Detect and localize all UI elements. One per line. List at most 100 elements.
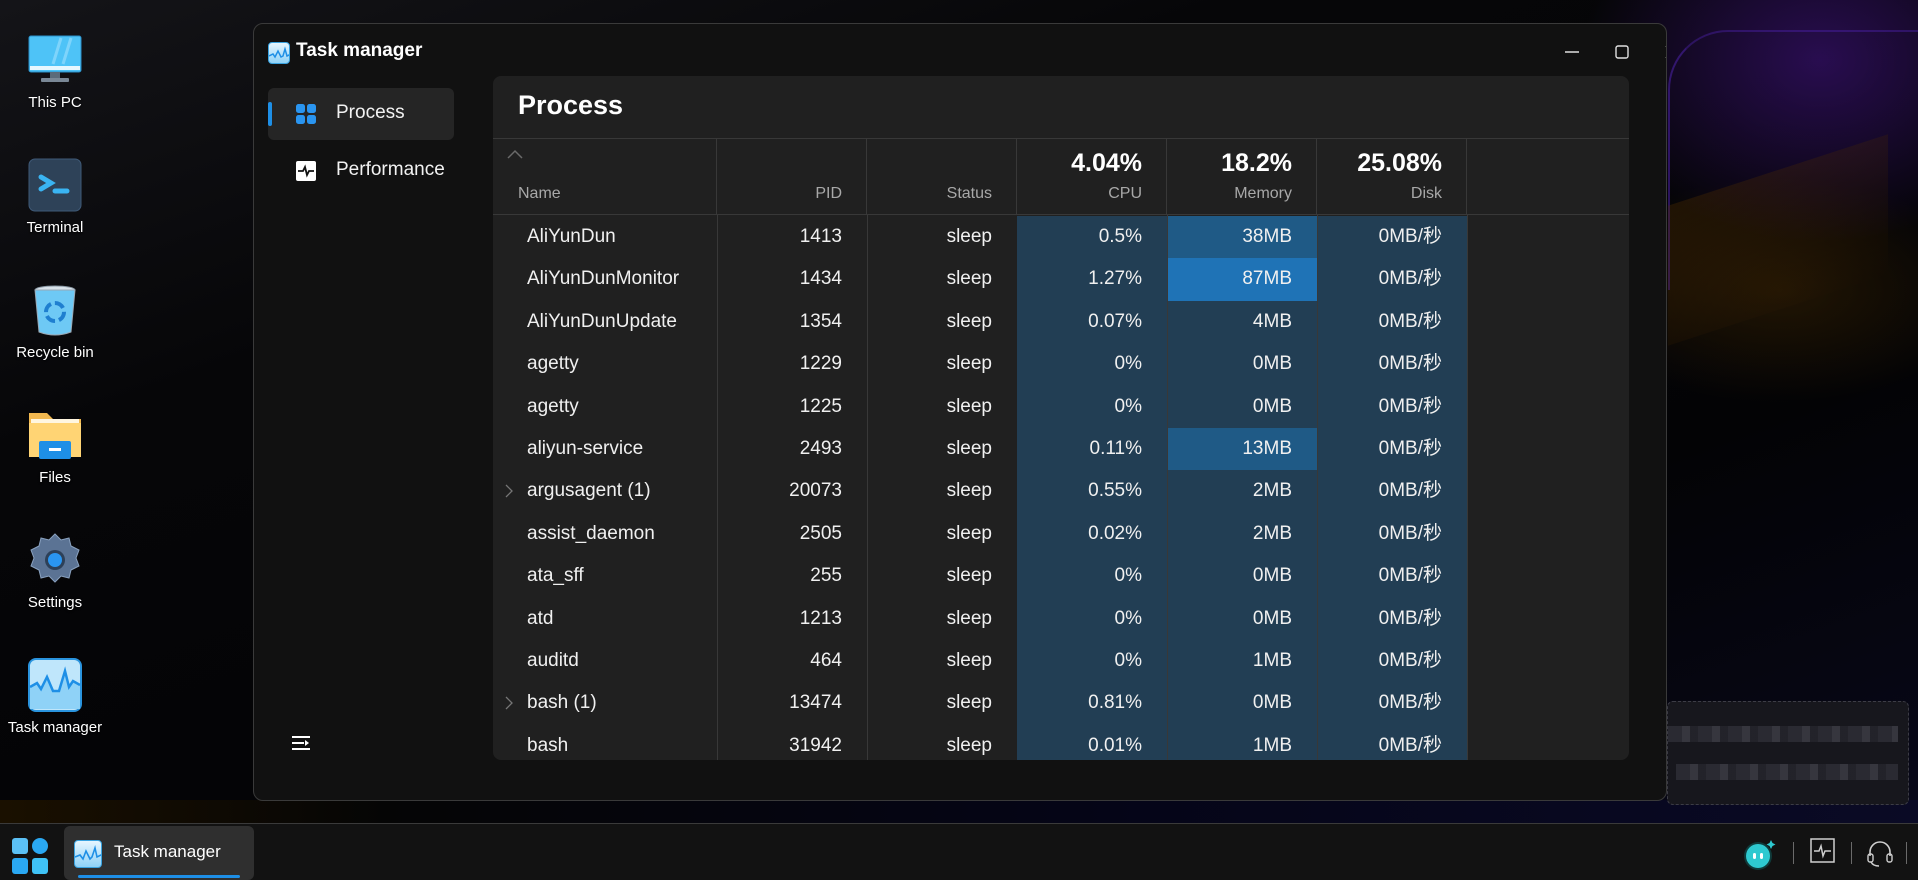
process-name: atd xyxy=(493,598,717,640)
process-pid-text: 2493 xyxy=(799,437,842,459)
taskbar-app-task-manager[interactable]: Task manager xyxy=(64,826,254,880)
table-row[interactable]: assist_daemon 2505 sleep 0.02% 2MB 0MB/秒 xyxy=(493,512,1629,556)
sidebar-toggle-button[interactable] xyxy=(290,734,312,752)
column-divider xyxy=(1317,215,1318,760)
process-memory: 13MB xyxy=(1167,427,1317,471)
process-status-text: sleep xyxy=(946,437,992,459)
process-cpu-text: 0.55% xyxy=(1088,480,1142,502)
column-label: Name xyxy=(518,185,561,202)
process-disk: 0MB/秒 xyxy=(1317,300,1467,344)
process-pid-text: 20073 xyxy=(789,480,842,502)
process-name: argusagent (1) xyxy=(493,470,717,512)
table-row[interactable]: auditd 464 sleep 0% 1MB 0MB/秒 xyxy=(493,639,1629,683)
table-row[interactable]: bash 31942 sleep 0.01% 1MB 0MB/秒 xyxy=(493,724,1629,760)
column-header-cpu[interactable]: 4.04% CPU xyxy=(1017,139,1167,215)
title-bar[interactable]: Task manager xyxy=(254,24,1666,76)
process-memory: 87MB xyxy=(1167,258,1317,301)
process-memory-text: 0MB xyxy=(1252,692,1292,714)
process-pid-text: 1354 xyxy=(799,310,842,332)
process-memory-text: 13MB xyxy=(1242,437,1292,459)
table-row[interactable]: AliYunDunMonitor 1434 sleep 1.27% 87MB 0MB/秒 xyxy=(493,258,1629,301)
chevron-right-icon[interactable] xyxy=(505,696,513,710)
table-row[interactable]: atd 1213 sleep 0% 0MB 0MB/秒 xyxy=(493,597,1629,640)
process-memory: 2MB xyxy=(1167,470,1317,513)
table-row[interactable]: AliYunDun 1413 sleep 0.5% 38MB 0MB/秒 xyxy=(493,216,1629,259)
activity-monitor-button[interactable] xyxy=(1810,838,1840,868)
table-row[interactable]: ata_sff 255 sleep 0% 0MB 0MB/秒 xyxy=(493,555,1629,598)
desktop-icon-label: Recycle bin xyxy=(16,344,94,361)
process-disk: 0MB/秒 xyxy=(1317,555,1467,598)
terminal-icon xyxy=(27,157,83,213)
table-row[interactable]: aliyun-service 2493 sleep 0.11% 13MB 0MB/秒 xyxy=(493,427,1629,471)
process-pid: 1213 xyxy=(717,598,867,640)
process-panel: Process Name PID Status 4.04% CPU xyxy=(493,76,1629,760)
process-pid: 20073 xyxy=(717,470,867,512)
process-pid: 2505 xyxy=(717,513,867,555)
process-memory: 1MB xyxy=(1167,639,1317,683)
column-header-memory[interactable]: 18.2% Memory xyxy=(1167,139,1317,215)
process-cpu: 0% xyxy=(1017,385,1167,428)
table-row[interactable]: agetty 1225 sleep 0% 0MB 0MB/秒 xyxy=(493,385,1629,428)
process-cpu: 0.07% xyxy=(1017,300,1167,344)
minimize-icon xyxy=(1565,51,1579,53)
process-name-text: ata_sff xyxy=(527,565,584,587)
column-header-name[interactable]: Name xyxy=(493,139,717,215)
desktop-icon-label: This PC xyxy=(28,94,82,111)
wallpaper-swoosh xyxy=(1668,30,1918,290)
desktop-icon-settings[interactable]: Settings xyxy=(0,532,110,611)
process-pid-text: 1434 xyxy=(799,268,842,290)
sidebar-item-performance[interactable]: Performance xyxy=(268,145,454,197)
process-disk: 0MB/秒 xyxy=(1317,597,1467,640)
process-disk: 0MB/秒 xyxy=(1317,724,1467,760)
process-disk: 0MB/秒 xyxy=(1317,682,1467,725)
support-button[interactable] xyxy=(1866,838,1896,868)
process-name-text: bash (1) xyxy=(527,692,597,714)
process-memory: 4MB xyxy=(1167,300,1317,344)
process-cpu: 0% xyxy=(1017,639,1167,683)
column-header-disk[interactable]: 25.08% Disk xyxy=(1317,139,1467,215)
process-pid: 1354 xyxy=(717,301,867,343)
process-name-text: bash xyxy=(527,734,569,756)
process-memory-text: 38MB xyxy=(1242,226,1292,247)
column-label: PID xyxy=(815,185,842,202)
process-pid-text: 1225 xyxy=(799,395,842,417)
sort-ascending-icon[interactable] xyxy=(507,149,523,159)
maximize-button[interactable] xyxy=(1600,36,1644,68)
process-status: sleep xyxy=(867,640,1017,682)
table-row[interactable]: agetty 1229 sleep 0% 0MB 0MB/秒 xyxy=(493,343,1629,386)
process-cpu: 0.81% xyxy=(1017,682,1167,725)
sidebar-item-process[interactable]: Process xyxy=(268,88,454,140)
desktop-icon-this-pc[interactable]: This PC xyxy=(0,32,110,111)
process-pid-text: 2505 xyxy=(799,522,842,544)
process-status-text: sleep xyxy=(946,692,992,714)
assistant-bot-button[interactable] xyxy=(1743,838,1776,870)
minimize-button[interactable] xyxy=(1550,36,1594,68)
process-disk: 0MB/秒 xyxy=(1317,639,1467,683)
process-name-text: AliYunDunMonitor xyxy=(527,268,680,290)
process-pid: 13474 xyxy=(717,682,867,724)
menu-collapse-icon xyxy=(292,736,310,750)
desktop-icon-files[interactable]: Files xyxy=(0,407,110,486)
process-name: ata_sff xyxy=(493,555,717,597)
process-name-text: auditd xyxy=(527,649,579,671)
close-button[interactable] xyxy=(1650,36,1666,68)
tray-separator xyxy=(1906,842,1907,864)
desktop-icon-task-manager[interactable]: Task manager xyxy=(0,657,110,736)
start-button[interactable] xyxy=(10,836,50,876)
process-pid-text: 1229 xyxy=(799,353,842,375)
column-header-pid[interactable]: PID xyxy=(717,139,867,215)
chevron-right-icon[interactable] xyxy=(505,484,513,498)
desktop-icon-recycle-bin[interactable]: Recycle bin xyxy=(0,282,110,361)
task-manager-icon xyxy=(268,42,290,64)
process-cpu: 0% xyxy=(1017,555,1167,598)
pulse-icon xyxy=(296,161,316,181)
column-header-status[interactable]: Status xyxy=(867,139,1017,215)
recycle-bin-icon xyxy=(27,282,83,338)
process-memory-text: 0MB xyxy=(1252,607,1292,629)
table-row[interactable]: argusagent (1) 20073 sleep 0.55% 2MB 0MB/秒 xyxy=(493,470,1629,513)
table-row[interactable]: AliYunDunUpdate 1354 sleep 0.07% 4MB 0MB/秒 xyxy=(493,300,1629,344)
table-row[interactable]: bash (1) 13474 sleep 0.81% 0MB 0MB/秒 xyxy=(493,682,1629,725)
desktop-icon-terminal[interactable]: Terminal xyxy=(0,157,110,236)
process-cpu-text: 0.01% xyxy=(1088,734,1142,756)
process-disk: 0MB/秒 xyxy=(1317,427,1467,471)
